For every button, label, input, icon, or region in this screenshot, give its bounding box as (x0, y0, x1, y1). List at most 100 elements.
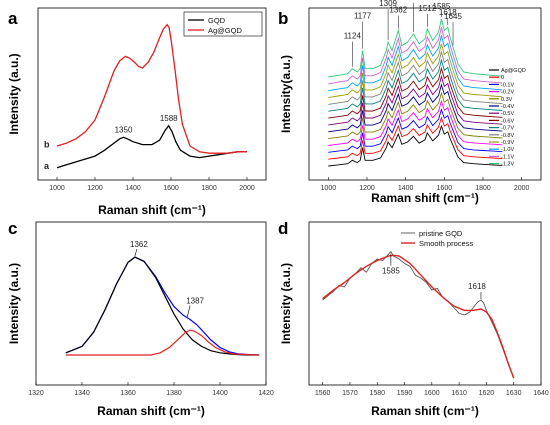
panel-a-chart: 1000 1200 1400 1600 1800 2000 b a 1350 1588 GQDAg@… (7, 7, 267, 217)
series-line (65, 256, 260, 356)
legend-entry: -1.1V (501, 154, 514, 160)
legend-entry: -1.2V (501, 162, 514, 168)
series-line (328, 99, 503, 146)
legend-entry: Ag@GQD (501, 68, 526, 74)
y-axis-label: Intensity (a.u.) (7, 263, 21, 344)
y-axis-label: Intensity (a.u.) (7, 53, 21, 134)
x-axis-label: Raman shift (cm⁻¹) (98, 203, 206, 217)
peak-label: 1585 (433, 2, 451, 11)
x-tick-label: 1360 (120, 390, 136, 397)
x-tick-label: 1570 (342, 390, 358, 397)
x-tick-label: 1340 (74, 390, 90, 397)
peak-arrow (186, 305, 191, 318)
peak-label: 1512 (418, 4, 436, 13)
series-line (328, 74, 503, 126)
peak-label: 1362 (389, 6, 407, 15)
x-tick-label: 1590 (397, 390, 413, 397)
legend-entry: 0.3V (501, 97, 513, 103)
series-line (328, 58, 503, 112)
peak-annotation: 1387 (186, 296, 204, 305)
x-tick-label: 1800 (201, 185, 217, 192)
x-tick-label: 1580 (369, 390, 385, 397)
legend-entry: Smooth process (419, 239, 473, 248)
x-tick-label: 2000 (239, 185, 255, 192)
peak-arrow (134, 248, 138, 257)
plot-frame (37, 7, 267, 181)
x-tick-label: 1400 (212, 390, 228, 397)
x-tick-label: 1320 (28, 390, 44, 397)
peak-annotation: 1585 (382, 267, 400, 276)
peak-label: 1124 (344, 32, 362, 41)
x-tick-label: 1000 (321, 185, 337, 192)
x-axis-label: Raman shift (cm⁻¹) (371, 191, 479, 205)
x-tick-label: 2000 (514, 185, 530, 192)
y-axis-label: Intensity (a.u.) (279, 263, 293, 344)
legend-entry: -0.7V (501, 126, 514, 132)
legend-entry: pristine GQD (419, 229, 463, 238)
x-tick-label: 1420 (258, 390, 274, 397)
peak-annotation: 1350 (115, 125, 133, 134)
series-line (328, 43, 503, 99)
series-line (328, 50, 503, 105)
panel-letter-b: b (278, 9, 288, 28)
curve-label-a: a (44, 161, 50, 171)
series-line (322, 250, 515, 379)
peak-annotation: 1362 (130, 240, 148, 249)
panel-d-chart: 1560 1570 1580 1590 1600 1610 1620 1630 1640 1585… (279, 221, 549, 418)
legend-entry: -0.5V (501, 111, 514, 117)
x-tick-label: 1640 (533, 390, 549, 397)
legend-entry: -0.9V (501, 140, 514, 146)
series-line-gqd (56, 124, 247, 169)
x-tick-label: 1380 (166, 390, 182, 397)
x-tick-label: 1000 (49, 185, 65, 192)
series-line (328, 91, 503, 140)
y-axis-label: Intensity(a.u.) (279, 55, 293, 133)
x-tick-label: 1630 (506, 390, 522, 397)
legend-entry: -0.8V (501, 133, 514, 139)
panel-letter-d: d (278, 219, 288, 238)
curve-label-b: b (44, 140, 50, 150)
x-tick-label: 1600 (424, 390, 440, 397)
series-line (328, 27, 503, 85)
series-line (328, 18, 503, 78)
legend-entry: -0.2V (501, 90, 514, 96)
x-tick-label: 1620 (479, 390, 495, 397)
x-tick-label: 1400 (125, 185, 141, 192)
panel-letter-c: c (8, 219, 17, 238)
panel-c-chart: 1320 1340 1360 1380 1400 1420 1362 1387 Raman sh… (7, 221, 274, 418)
series-line (65, 256, 260, 356)
x-tick-label: 1400 (398, 185, 414, 192)
x-tick-label: 1560 (315, 390, 331, 397)
x-axis-label: Raman shift (cm⁻¹) (97, 404, 205, 418)
peak-label: 1309 (379, 0, 397, 8)
series-line (328, 108, 503, 153)
legend-entry: -0.4V (501, 104, 514, 110)
peak-label: 1645 (444, 12, 462, 21)
x-tick-label: 1800 (475, 185, 491, 192)
plot-frame (35, 221, 267, 386)
legend-entry: GQD (208, 16, 226, 25)
series-line (65, 329, 260, 356)
legend-box (183, 11, 263, 37)
peak-annotation: 1588 (160, 114, 178, 123)
series-line (328, 116, 503, 160)
legend-entry: 0 (501, 75, 504, 81)
x-axis-label: Raman shift (cm⁻¹) (371, 404, 479, 418)
peak-label: 1177 (354, 11, 372, 20)
peak-annotation: 1618 (468, 282, 486, 291)
series-line (328, 66, 503, 119)
x-tick-label: 1610 (451, 390, 467, 397)
legend-entry: -0.6V (501, 118, 514, 124)
peak-label: 1618 (439, 8, 457, 17)
legend-entry: Ag@GQD (208, 26, 242, 35)
legend-entry: -0.1V (501, 82, 514, 88)
x-tick-label: 1600 (437, 185, 453, 192)
panel-letter-a: a (8, 9, 18, 28)
series-line (328, 35, 503, 92)
series-line (322, 254, 515, 379)
peak-label: 1440 (405, 0, 423, 2)
panel-b-chart: 1000 1200 1400 1600 1800 2000 1124 1177 13091362… (279, 0, 542, 205)
x-tick-label: 1600 (163, 185, 179, 192)
x-tick-label: 1200 (359, 185, 375, 192)
